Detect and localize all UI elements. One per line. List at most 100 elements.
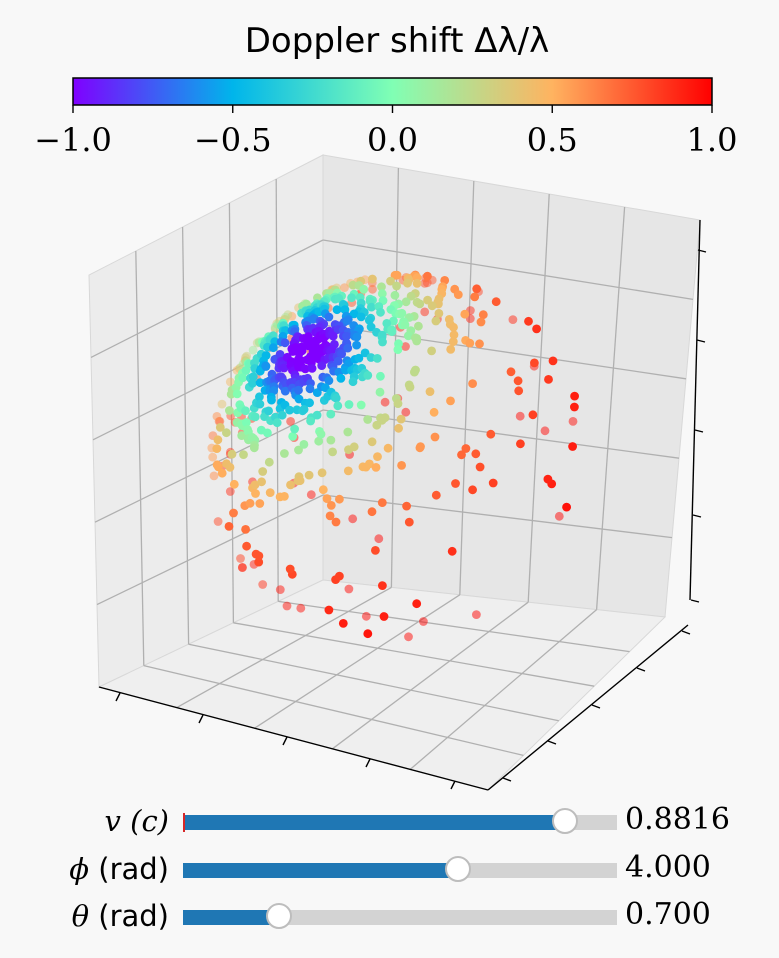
data-point [305,398,314,408]
data-point [325,511,335,521]
data-point [403,331,413,341]
data-point [312,410,322,420]
colorbar-tick-label: 1.0 [687,121,738,159]
data-point [255,378,265,387]
data-point [386,276,395,286]
data-point [280,492,289,501]
data-point [410,367,419,377]
data-point [326,435,336,445]
data-point [242,418,251,427]
data-point [241,406,250,416]
slider-phi[interactable]: ϕ (rad) 4.000 [0,850,779,890]
slider-theta-track[interactable] [183,903,617,929]
data-point [371,463,381,472]
colorbar-tick-label: −1.0 [34,121,112,159]
data-point [343,427,353,437]
data-point [255,399,265,409]
data-point [342,316,352,325]
data-point [324,312,334,322]
data-point [314,436,324,446]
grid-line [143,664,524,757]
data-point [544,375,553,384]
grid-line [96,494,324,606]
data-point [472,610,481,619]
data-point [254,551,264,561]
data-point [472,284,482,294]
slider-velocity-initial-marker [183,813,185,832]
slider-velocity-track[interactable] [183,808,617,834]
data-point [242,541,252,551]
y-axis-line [487,624,689,791]
slider-velocity[interactable]: v (c) 0.8816 [0,802,779,842]
data-point [475,339,484,349]
data-point [347,293,356,303]
data-point [548,356,558,366]
data-point [376,307,385,317]
data-point [348,514,358,524]
data-point [238,373,248,383]
data-point [377,282,386,292]
colorbar [72,77,713,106]
data-point [265,488,275,497]
data-point [379,612,389,621]
data-point [229,479,239,489]
axis-tick [365,758,371,768]
data-point [237,431,247,440]
slider-theta-value: 0.700 [625,897,711,932]
data-point [524,316,533,326]
data-point [280,338,290,348]
data-point [371,546,380,555]
data-point [349,442,359,452]
grid-line [390,167,400,588]
grid-line [527,193,550,603]
data-point [317,361,327,370]
data-point [420,307,430,317]
data-point [461,444,471,453]
data-point [305,384,315,394]
data-point [460,309,470,319]
slider-theta[interactable]: θ (rad) 0.700 [0,897,779,937]
data-point [227,449,237,459]
grid [90,167,694,770]
data-point [363,629,373,639]
colorbar-ticks: −1.0 −0.5 0.0 0.5 1.0 [34,105,737,159]
data-point [333,401,343,411]
data-point [264,457,274,467]
data-point [328,447,337,457]
data-point [372,354,382,363]
axis-tick [282,736,288,746]
data-point [554,511,564,521]
data-point [225,406,234,415]
axis-tick [696,339,706,343]
data-point [488,478,498,488]
slider-theta-handle[interactable] [265,903,292,929]
axis-tick [547,740,557,745]
data-point [356,400,366,410]
grid-line [254,594,461,729]
data-point [528,410,538,420]
data-point [333,356,343,366]
data-point [515,411,525,421]
back-pane [322,154,701,618]
data-point [401,297,411,307]
slider-velocity-handle[interactable] [551,808,578,834]
data-point [324,376,334,385]
axis-tick [694,429,704,433]
data-point [241,366,251,375]
data-point [478,310,488,320]
data-point [300,364,310,374]
data-point [250,480,260,490]
data-point [380,413,390,423]
data-point [343,466,353,476]
data-point [404,517,414,527]
slider-phi-track[interactable] [183,856,617,882]
data-point [414,321,423,331]
data-point [389,316,398,326]
data-point [468,379,477,388]
data-point [380,397,390,407]
data-point [568,417,578,426]
slider-phi-handle[interactable] [445,856,472,882]
data-point [377,498,387,507]
data-point [514,386,524,396]
data-point [475,462,485,472]
